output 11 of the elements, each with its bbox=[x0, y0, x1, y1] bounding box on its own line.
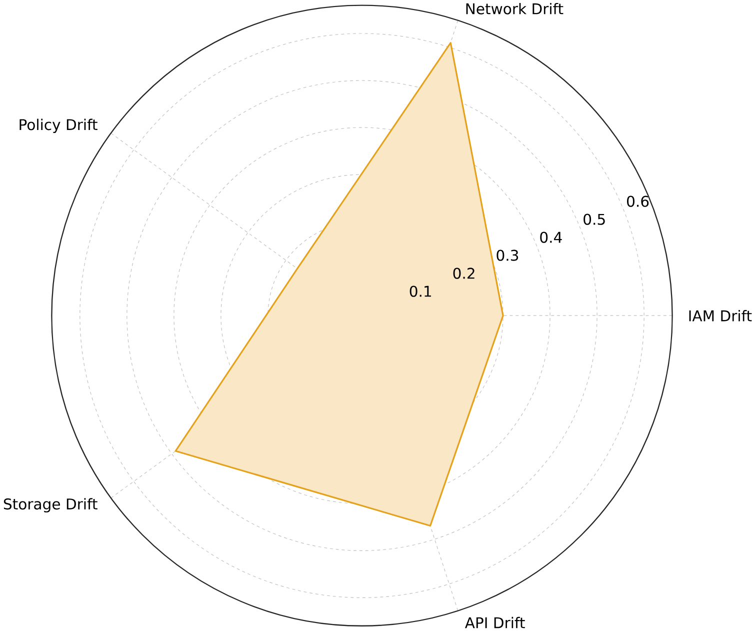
y-tick-label: 0.1 bbox=[410, 286, 432, 297]
spoke-label: Policy Drift bbox=[20, 118, 98, 134]
y-tick-label: 0.3 bbox=[496, 250, 518, 261]
spoke-label: API Drift bbox=[464, 616, 525, 628]
y-tick-label: 0.6 bbox=[627, 196, 649, 207]
spoke-label: Storage Drift bbox=[4, 498, 98, 512]
y-tick-label: 0.2 bbox=[453, 268, 474, 279]
y-tick-label: 0.4 bbox=[540, 232, 562, 243]
y-tick-label: 0.5 bbox=[584, 214, 605, 225]
spoke-label: Network Drift bbox=[466, 2, 564, 14]
spoke-label: IAM Drift bbox=[689, 310, 752, 322]
